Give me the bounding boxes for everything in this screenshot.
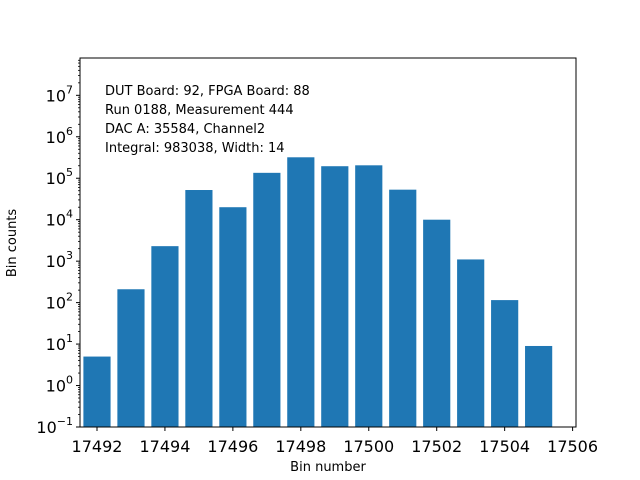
y-tick-base: 10 xyxy=(36,418,56,437)
bar xyxy=(219,207,247,427)
bar xyxy=(287,157,315,427)
y-tick-label: 104 xyxy=(46,208,73,230)
annotation-line: DAC A: 35584, Channel2 xyxy=(105,122,265,137)
bar xyxy=(491,300,519,427)
annotation-line: Run 0188, Measurement 444 xyxy=(105,103,294,118)
bars-layer xyxy=(83,157,553,427)
bar xyxy=(151,246,179,427)
x-tick-label: 17506 xyxy=(547,437,598,456)
annotation-line: Integral: 983038, Width: 14 xyxy=(105,141,285,156)
plot-frame xyxy=(79,57,577,428)
bar xyxy=(457,259,485,427)
y-tick-exponent: 0 xyxy=(66,374,73,387)
annotation-line: DUT Board: 92, FPGA Board: 88 xyxy=(105,84,310,99)
y-tick-label: 102 xyxy=(46,291,73,313)
bar xyxy=(253,172,281,427)
y-tick-label: 106 xyxy=(46,125,73,147)
bar xyxy=(321,166,349,427)
bar xyxy=(355,165,383,427)
x-tick-label: 17494 xyxy=(139,437,190,456)
y-tick-exponent: 1 xyxy=(66,332,73,345)
bar xyxy=(525,345,553,427)
x-tick-label: 17504 xyxy=(479,437,530,456)
x-axis: 17492 17494 17496 17498 17500 17502 17504 17506 xyxy=(72,427,598,456)
y-tick-base: 10 xyxy=(46,128,66,147)
y-tick-base: 10 xyxy=(46,211,66,230)
y-tick-exponent: 5 xyxy=(66,166,73,179)
y-tick-label: 10−1 xyxy=(36,415,73,437)
y-tick-label: 107 xyxy=(46,83,73,105)
y-tick-exponent: 3 xyxy=(66,249,73,262)
y-tick-base: 10 xyxy=(46,294,66,313)
annotation-block: DUT Board: 92, FPGA Board: 88 Run 0188, M… xyxy=(105,84,310,156)
y-tick-base: 10 xyxy=(46,252,66,271)
y-tick-exponent: −1 xyxy=(57,415,73,428)
y-tick-exponent: 7 xyxy=(66,83,73,96)
x-tick-label: 17500 xyxy=(343,437,394,456)
y-axis-label: Bin counts xyxy=(5,209,20,278)
y-tick-label: 100 xyxy=(46,374,73,396)
y-tick-base: 10 xyxy=(46,86,66,105)
y-tick-exponent: 6 xyxy=(66,125,73,138)
bar xyxy=(185,190,213,427)
y-tick-base: 10 xyxy=(46,377,66,396)
x-tick-label: 17496 xyxy=(207,437,258,456)
y-tick-exponent: 4 xyxy=(66,208,73,221)
y-tick-base: 10 xyxy=(46,335,66,354)
bar xyxy=(83,356,111,427)
bar xyxy=(117,289,145,427)
bar xyxy=(389,189,417,427)
y-tick-label: 103 xyxy=(46,249,73,271)
y-tick-label: 101 xyxy=(46,332,73,354)
bar xyxy=(423,219,451,427)
y-tick-label: 105 xyxy=(46,166,73,188)
x-tick-label: 17498 xyxy=(275,437,326,456)
y-tick-exponent: 2 xyxy=(66,291,73,304)
x-axis-label: Bin number xyxy=(290,460,366,475)
x-tick-label: 17502 xyxy=(411,437,462,456)
y-tick-base: 10 xyxy=(46,169,66,188)
x-tick-label: 17492 xyxy=(72,437,123,456)
